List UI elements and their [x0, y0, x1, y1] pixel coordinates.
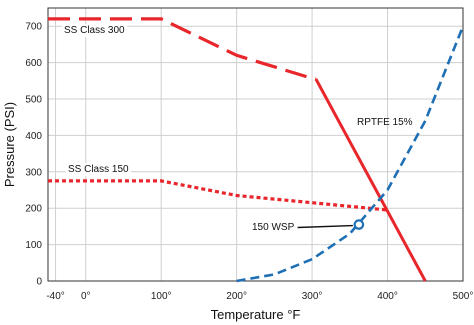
y-axis-title: Pressure (PSI)	[2, 102, 17, 187]
y-tick-label: 500	[25, 95, 42, 106]
series-line-ss-class-300	[48, 17, 317, 81]
annotation-bg	[62, 24, 128, 37]
x-tick-label: 200°	[226, 291, 247, 302]
series-line-rptfe-15	[314, 78, 427, 282]
y-tick-label: 100	[25, 240, 42, 251]
annotation-rptfe-15: RPTFE 15%	[357, 117, 413, 128]
annotation-ss-class-150: SS Class 150	[68, 164, 129, 175]
y-tick-label: 700	[25, 22, 42, 33]
y-tick-label: 400	[25, 131, 42, 142]
x-tick-label: 300°	[302, 291, 323, 302]
y-tick-label: 600	[25, 58, 42, 69]
x-axis-title: Temperature °F	[211, 307, 301, 322]
x-tick-label: 500°	[453, 291, 474, 302]
series-line-ss-class-150	[48, 179, 388, 212]
series-layer	[48, 17, 465, 283]
annotation-ss-class-300: SS Class 300	[64, 25, 125, 36]
annotation-leader-line	[297, 224, 353, 229]
plot-frame	[47, 7, 464, 282]
y-tick-label: 200	[25, 204, 42, 215]
x-tick-label: 400°	[377, 291, 398, 302]
x-tick-label: -40°	[46, 291, 64, 302]
y-tick-label: 0	[36, 277, 42, 288]
x-tick-label: 0°	[81, 291, 91, 302]
x-tick-label: 100°	[151, 291, 172, 302]
annotation-150-wsp: 150 WSP	[252, 222, 295, 233]
y-tick-label: 300	[25, 167, 42, 178]
grid	[48, 8, 464, 282]
tick-labels: 0 100 200 300 400 500 600 700 -40° 0° 100° 200° 300°…	[25, 22, 473, 302]
annotations: SS Class 300 SS Class 150 RPTFE 15% 150 WSP	[62, 24, 413, 233]
annotation-marker	[353, 219, 365, 230]
annotation-bg	[66, 163, 132, 176]
